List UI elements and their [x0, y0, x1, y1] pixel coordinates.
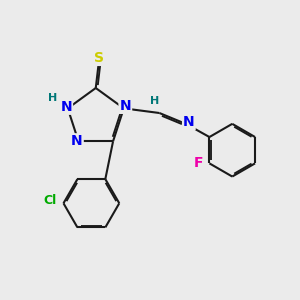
Text: F: F — [194, 156, 203, 170]
Text: N: N — [183, 115, 195, 129]
Text: N: N — [119, 99, 131, 113]
Text: Cl: Cl — [43, 194, 56, 207]
Text: N: N — [71, 134, 83, 148]
Text: S: S — [94, 51, 104, 65]
Text: N: N — [60, 100, 72, 114]
Text: H: H — [150, 96, 159, 106]
Text: H: H — [48, 93, 58, 103]
